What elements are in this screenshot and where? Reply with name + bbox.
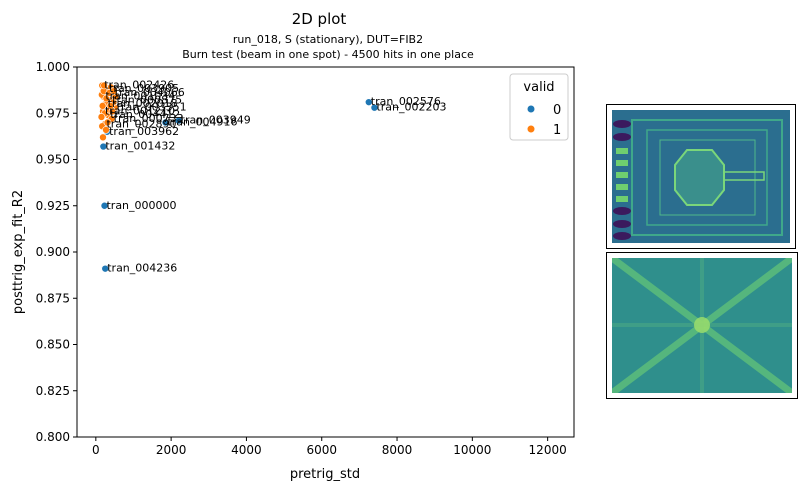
point-label: tran_003949 (181, 114, 251, 127)
burn-pattern-image (612, 258, 792, 393)
figure-title: 2D plot (292, 10, 347, 28)
y-tick-label: 0.825 (36, 384, 70, 398)
y-tick-label: 1.000 (36, 60, 70, 74)
y-tick-label: 0.975 (36, 106, 70, 120)
burn-pattern-graphic (612, 258, 792, 393)
point-label: tran_002203 (376, 101, 446, 114)
data-point-valid-1 (110, 87, 118, 95)
y-tick-label: 0.925 (36, 199, 70, 213)
point-label: tran_003351 (117, 101, 187, 114)
point-label: tran_000000 (106, 199, 176, 212)
point-label: tran_002426 (104, 79, 174, 92)
data-point-valid-0 (100, 201, 109, 210)
point-label: tran_002018 (108, 97, 178, 110)
point-label: tran_002890 (106, 117, 176, 130)
die-image-panel (606, 104, 796, 249)
burn-pattern-panel (606, 252, 798, 399)
legend-marker-0 (527, 105, 535, 113)
x-tick-label: 6000 (306, 443, 337, 457)
legend-title: valid (523, 80, 554, 95)
x-axis-ticks: 0 2000 4000 6000 8000 10000 12000 (92, 437, 567, 457)
legend-marker-1 (527, 125, 535, 133)
point-label: tran_002576 (371, 95, 441, 108)
x-tick-label: 2000 (156, 443, 187, 457)
data-point-valid-1 (99, 133, 107, 142)
point-labels: tran_001432 tran_000000 tran_004236 tran_00… (104, 79, 446, 275)
x-tick-label: 10000 (453, 443, 491, 457)
data-point-valid-0 (99, 142, 108, 151)
data-points (97, 81, 379, 273)
y-tick-label: 0.850 (36, 338, 70, 352)
y-tick-label: 0.875 (36, 291, 70, 305)
x-tick-label: 4000 (231, 443, 262, 457)
data-point-valid-0 (161, 118, 170, 127)
figure-subtitle-line1: run_018, S (stationary), DUT=FIB2 (233, 33, 423, 46)
y-tick-label: 0.900 (36, 245, 70, 259)
point-label: tran_003905 (109, 82, 179, 95)
data-point-valid-0 (370, 103, 379, 112)
point-label: tran_003962 (109, 125, 179, 138)
data-point-valid-1 (102, 126, 110, 134)
x-axis-label: pretrig_std (290, 467, 360, 482)
die-image-graphic (612, 110, 790, 243)
y-axis-label: posttrig_exp_fit_R2 (11, 190, 26, 314)
y-axis-ticks: 0.800 0.825 0.850 0.875 0.900 0.925 0.950 0.975… (36, 60, 77, 444)
x-tick-label: 12000 (529, 443, 567, 457)
y-tick-label: 0.800 (36, 430, 70, 444)
legend-label-0: 0 (553, 103, 561, 118)
y-tick-label: 0.950 (36, 153, 70, 167)
legend-label-1: 1 (553, 123, 561, 138)
data-point-valid-0 (101, 264, 110, 273)
point-label: tran_001034 (105, 90, 175, 103)
data-point-valid-1 (98, 102, 107, 110)
data-point-valid-0 (174, 116, 183, 125)
point-label: tran_001432 (105, 140, 175, 153)
point-label: tran_004412 (110, 108, 180, 121)
data-point-valid-1 (100, 81, 108, 90)
point-label: tran_000733 (114, 112, 184, 125)
point-label: tran_004066 (115, 86, 185, 99)
point-label: tran_004916 (167, 116, 237, 129)
figure-subtitle-line2: Burn test (beam in one spot) - 4500 hits… (182, 48, 474, 61)
point-label: tran_001210 (105, 104, 175, 117)
data-point-valid-1 (97, 113, 106, 121)
data-point-valid-1 (106, 102, 115, 110)
legend: valid 0 1 (509, 73, 569, 141)
legend-box (509, 73, 569, 141)
point-label: tran_004236 (107, 262, 177, 275)
die-image (612, 110, 790, 243)
x-tick-label: 8000 (382, 443, 413, 457)
x-tick-label: 0 (92, 443, 100, 457)
data-point-valid-0 (364, 98, 373, 106)
point-label: tran_000875 (112, 93, 182, 106)
data-point-valid-1 (103, 118, 112, 127)
